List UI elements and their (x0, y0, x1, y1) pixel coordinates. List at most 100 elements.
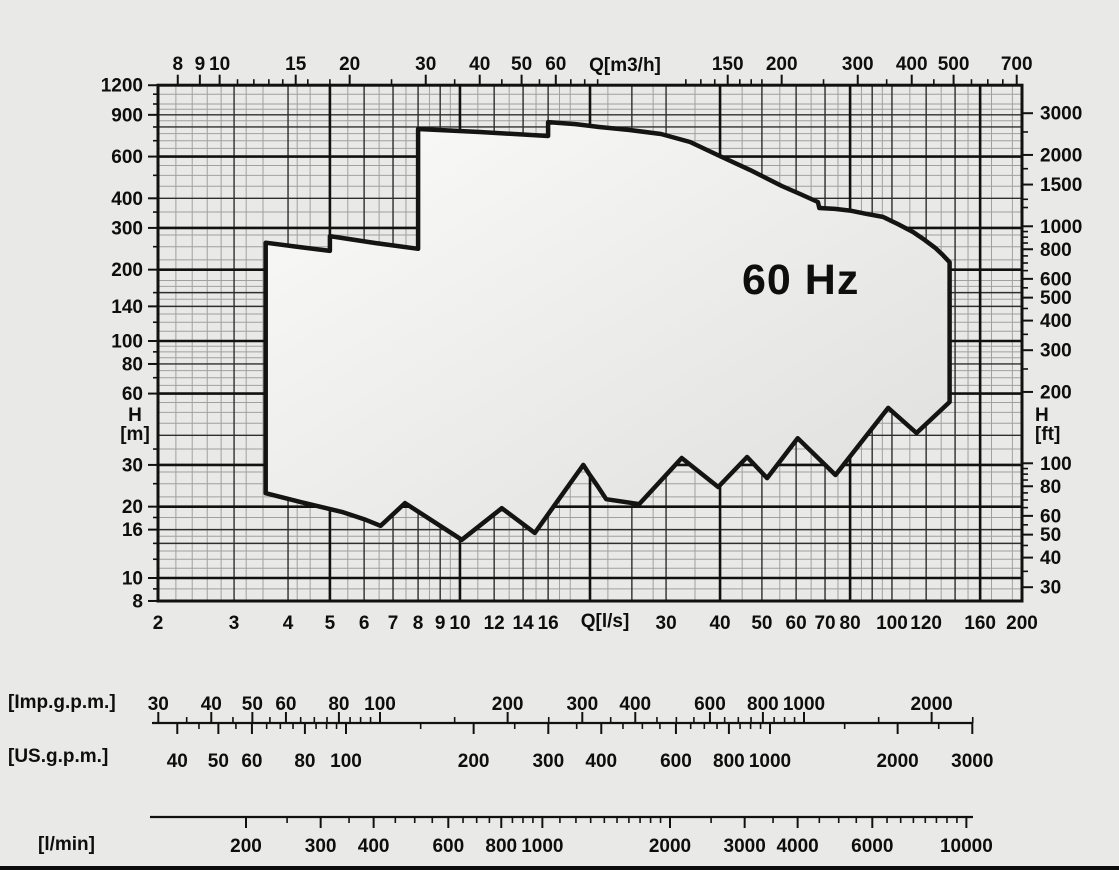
imp-gpm-ruler-caption: [Imp.g.p.m.] (8, 692, 116, 713)
left-axis-tick-label: 20 (122, 497, 143, 518)
lmin-label: 3000 (724, 836, 766, 857)
imp-gpm-label: 800 (747, 694, 779, 715)
us-gpm-label: 400 (585, 751, 617, 772)
right-axis-tick-label: 200 (1040, 382, 1072, 403)
bottom-axis-tick-label: 8 (413, 613, 424, 634)
bottom-axis-tick-label: 4 (283, 613, 294, 634)
bottom-axis-tick-label: 160 (964, 613, 996, 634)
bottom-axis-tick-label: 10 (449, 613, 470, 634)
us-gpm-label: 600 (660, 751, 692, 772)
lmin-label: 6000 (851, 836, 893, 857)
operating-envelope (263, 119, 952, 543)
right-axis-tick-label: 600 (1040, 269, 1072, 290)
us-gpm-label: 100 (330, 751, 362, 772)
right-axis-symbol: H (1035, 405, 1049, 426)
bottom-axis-tick-label: 9 (435, 613, 446, 634)
bottom-axis-tick-label: 60 (786, 613, 807, 634)
lmin-ruler: 200 300 400 600 800 1000 2000 3000 4000 6000 10000 (150, 815, 993, 857)
lmin-label: 200 (230, 836, 262, 857)
us-gpm-label: 200 (458, 751, 490, 772)
us-gpm-label: 1000 (749, 751, 791, 772)
plot-border (156, 83, 1024, 603)
us-gpm-label: 2000 (876, 751, 918, 772)
bottom-border-bar (0, 866, 1119, 870)
us-gpm-ruler-caption: [US.g.p.m.] (8, 746, 109, 767)
top-axis-tick-label: 150 (712, 54, 744, 75)
left-axis-tick-label: 900 (111, 105, 143, 126)
left-axis-tick-label: 600 (111, 147, 143, 168)
bottom-axis-tick-label: 14 (513, 613, 535, 634)
imp-gpm-label: 60 (275, 694, 296, 715)
left-axis-tick-label: 10 (122, 569, 143, 590)
bottom-axis-tick-label: 16 (538, 613, 559, 634)
right-axis-unit-label: H [ft] (1035, 406, 1079, 444)
top-axis-tick-label: 50 (511, 54, 532, 75)
us-gpm-label: 80 (294, 751, 315, 772)
bottom-axis-tick-label: 12 (484, 613, 505, 634)
right-axis-tick-label: 300 (1040, 341, 1072, 362)
top-axis-tick-label: 300 (842, 54, 874, 75)
left-axis-unit: [m] (120, 424, 150, 445)
top-axis: 8 9 10 15 20 30 40 50 60 150 200 300 400 500 700 (172, 54, 1033, 86)
us-gpm-label: 40 (167, 751, 188, 772)
us-gpm-label: 3000 (951, 751, 993, 772)
right-axis-tick-label: 3000 (1040, 104, 1082, 125)
left-axis-unit-label: H [m] (116, 406, 154, 444)
right-axis-tick-label: 400 (1040, 311, 1072, 332)
right-axis-tick-label: 50 (1040, 525, 1061, 546)
right-axis-tick-label: 1000 (1040, 217, 1082, 238)
left-axis-tick-label: 200 (111, 260, 143, 281)
bottom-axis-tick-label: 50 (751, 613, 772, 634)
left-axis-tick-label: 1200 (101, 76, 143, 97)
imp-gpm-label: 300 (566, 694, 598, 715)
bottom-axis-tick-label: 7 (388, 613, 399, 634)
lmin-label: 4000 (776, 836, 818, 857)
top-axis-tick-label: 15 (285, 54, 307, 75)
left-axis-tick-label: 300 (111, 218, 143, 239)
top-axis-tick-label: 200 (766, 54, 798, 75)
left-axis-tick-label: 16 (122, 520, 143, 541)
right-axis-tick-label: 800 (1040, 240, 1072, 261)
imp-gpm-label: 1000 (783, 694, 825, 715)
imp-gpm-label: 50 (242, 694, 263, 715)
top-axis-tick-label: 500 (938, 54, 970, 75)
bottom-axis-tick-label: 2 (153, 613, 164, 634)
frequency-label: 60 Hz (742, 256, 860, 304)
left-axis-tick-label: 30 (122, 455, 143, 476)
bottom-axis-tick-label: 200 (1006, 613, 1038, 634)
right-axis-unit: [ft] (1035, 424, 1061, 445)
imp-gpm-label: 2000 (910, 694, 952, 715)
bottom-axis-tick-label: 70 (814, 613, 835, 634)
imp-gpm-label: 40 (201, 694, 222, 715)
right-axis-tick-label: 100 (1040, 454, 1072, 475)
imp-gpm-label: 80 (328, 694, 349, 715)
left-axis-tick-label: 100 (111, 332, 143, 353)
bottom-axis-tick-label: 40 (709, 613, 730, 634)
top-axis-tick-label: 30 (415, 54, 436, 75)
top-axis-unit-label: Q[m3/h] (589, 55, 661, 76)
left-axis-tick-label: 140 (111, 297, 143, 318)
lmin-label: 1000 (521, 836, 563, 857)
bottom-axis-tick-label: 3 (229, 613, 240, 634)
right-axis-tick-label: 1500 (1040, 175, 1082, 196)
bottom-axis-tick-label: 80 (840, 613, 861, 634)
top-axis-tick-label: 60 (545, 54, 566, 75)
imp-gpm-label: 100 (364, 694, 396, 715)
bottom-axis-tick-label: 5 (325, 613, 336, 634)
right-axis-tick-label: 40 (1040, 548, 1061, 569)
bottom-axis-tick-label: 30 (656, 613, 677, 634)
bottom-axis-tick-label: 120 (910, 613, 942, 634)
us-gpm-label: 60 (241, 751, 262, 772)
imp-gpm-label: 200 (492, 694, 524, 715)
top-axis-tick-label: 9 (195, 54, 206, 75)
bottom-axis-tick-label: 100 (876, 613, 908, 634)
us-gpm-label: 50 (208, 751, 229, 772)
imp-gpm-label: 600 (694, 694, 726, 715)
right-axis-tick-label: 60 (1040, 506, 1061, 527)
lmin-label: 10000 (940, 836, 993, 857)
us-gpm-label: 300 (532, 751, 564, 772)
lmin-label: 2000 (649, 836, 691, 857)
